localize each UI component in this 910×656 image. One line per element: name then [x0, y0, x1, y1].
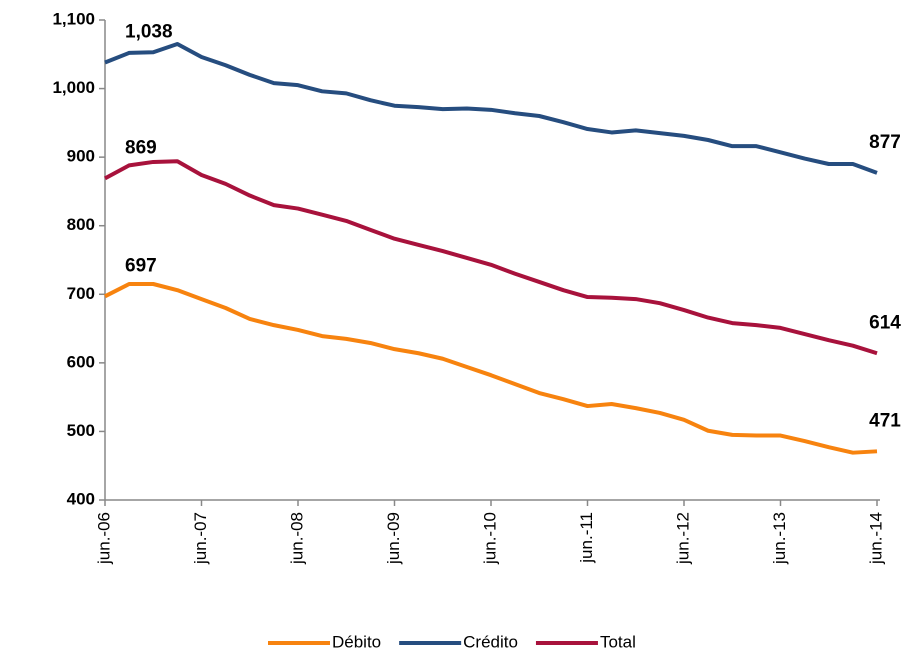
x-tick-label: jun.-13 [770, 512, 789, 565]
x-tick-label: jun.-07 [191, 512, 210, 565]
x-tick-label: jun.-08 [287, 512, 306, 565]
value-label: 869 [125, 137, 157, 158]
x-tick-label: jun.-14 [866, 512, 885, 565]
series-line [104, 159, 878, 356]
y-tick-label: 700 [67, 284, 95, 303]
x-tick-label: jun.-06 [94, 512, 113, 565]
y-tick-label: 500 [67, 421, 95, 440]
x-tick-label: jun.-10 [480, 512, 499, 565]
legend-label: Total [600, 632, 636, 651]
value-label: 697 [125, 255, 157, 276]
y-tick-label: 900 [67, 147, 95, 166]
y-tick-label: 1,100 [52, 9, 95, 28]
y-tick-label: 800 [67, 215, 95, 234]
series-line [104, 42, 878, 175]
y-tick-label: 600 [67, 352, 95, 371]
legend-label: Débito [332, 632, 381, 651]
y-tick-label: 400 [67, 489, 95, 508]
value-label: 877 [869, 132, 901, 153]
value-label: 1,038 [125, 22, 173, 43]
x-tick-label: jun.-12 [673, 512, 692, 565]
value-label: 471 [869, 410, 901, 431]
legend-label: Crédito [463, 632, 518, 651]
x-tick-label: jun.-11 [577, 512, 596, 564]
x-tick-label: jun.-09 [384, 512, 403, 565]
value-label: 614 [869, 312, 901, 333]
y-tick-label: 1,000 [52, 78, 95, 97]
series-line [104, 282, 878, 455]
